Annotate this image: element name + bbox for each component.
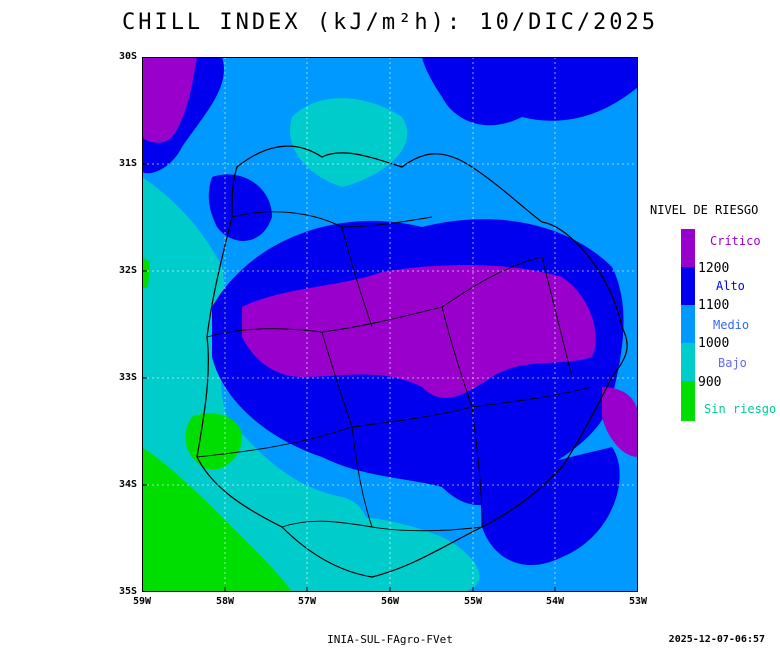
zone-alto-east [482, 447, 620, 566]
zone-sin-riesgo-west [185, 413, 242, 470]
legend-threshold-1200: 1200 [698, 261, 730, 276]
legend-threshold-1100: 1100 [698, 298, 730, 313]
zone-sin-riesgo-southwest [142, 447, 292, 592]
x-tick-57w: 57W [297, 596, 317, 607]
y-tick-35s: 35S [118, 586, 137, 597]
legend-label-medio: Medio [713, 318, 750, 332]
zone-bajo-south [271, 516, 480, 592]
map-plot-area [142, 57, 638, 592]
y-tick-32s: 32S [118, 265, 137, 276]
credit-text: INIA-SUL-FAgro-FVet [327, 633, 453, 646]
department-borders [196, 211, 593, 532]
x-tick-59w: 59W [132, 596, 152, 607]
map-grid [142, 57, 638, 592]
zone-bajo-north [290, 98, 408, 187]
axis-ticks [142, 163, 556, 592]
legend-label-bajo: Bajo [718, 356, 747, 370]
legend-swatch-critico [681, 229, 695, 267]
legend-label-sin-riesgo: Sin riesgo [704, 402, 777, 416]
zone-critico-central [242, 265, 596, 398]
country-border [196, 145, 628, 578]
zone-sin-riesgo-edge [142, 257, 150, 289]
x-tick-58w: 58W [215, 596, 235, 607]
zone-critico-northwest [142, 57, 197, 143]
x-tick-55w: 55W [463, 596, 483, 607]
x-tick-56w: 56W [380, 596, 400, 607]
legend-swatch-medio [681, 305, 695, 343]
legend-swatch-sin-riesgo [681, 381, 695, 421]
legend-label-alto: Alto [716, 279, 745, 293]
legend-label-critico: Crítico [710, 234, 761, 248]
zone-alto-northeast [422, 57, 638, 126]
legend-threshold-1000: 1000 [698, 336, 730, 351]
x-tick-54w: 54W [545, 596, 565, 607]
y-tick-34s: 34S [118, 479, 137, 490]
y-tick-31s: 31S [118, 158, 137, 169]
zone-alto-midwest [208, 174, 272, 241]
legend-threshold-900: 900 [698, 375, 722, 390]
legend-title: NIVEL DE RIESGO [650, 203, 759, 217]
risk-map [142, 57, 638, 592]
zone-bajo-west [142, 177, 472, 592]
y-tick-33s: 33S [118, 372, 137, 383]
map-title: CHILL INDEX (kJ/m²h): 10/DIC/2025 [121, 10, 659, 35]
x-tick-53w: 53W [628, 596, 648, 607]
legend-swatch-alto [681, 267, 695, 305]
timestamp-text: 2025-12-07-06:57 [668, 634, 765, 645]
zone-critico-east [602, 387, 638, 457]
legend-swatch-bajo [681, 343, 695, 381]
y-tick-30s: 30S [118, 51, 137, 62]
